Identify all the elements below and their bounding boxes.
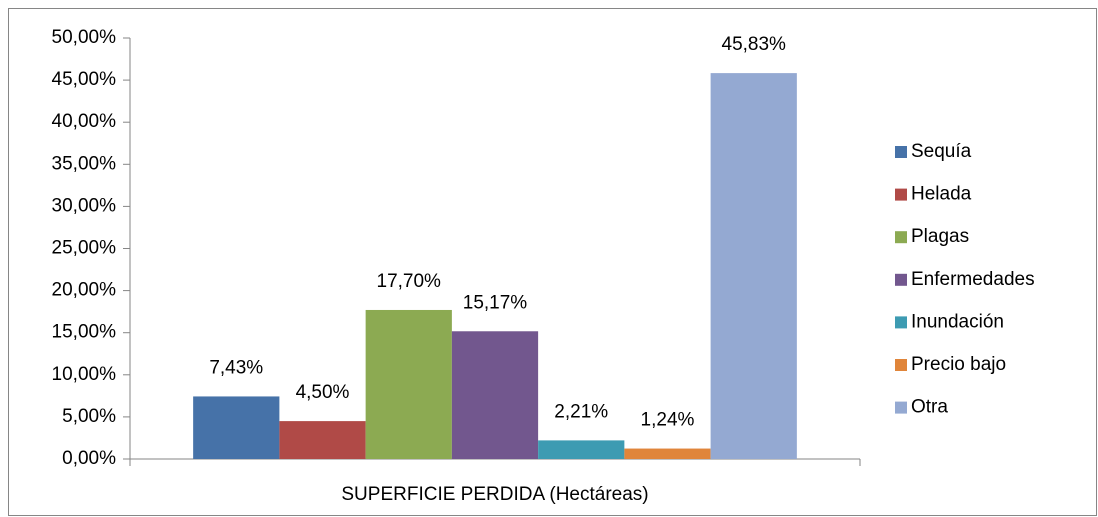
y-tick-label: 15,00% [52, 322, 117, 343]
y-tick-label: 10,00% [52, 364, 117, 385]
y-tick-label: 25,00% [52, 238, 117, 259]
legend-label: Helada [911, 184, 972, 205]
bar [451, 331, 539, 459]
y-tick-label: 30,00% [52, 195, 117, 216]
legend-label: Precio bajo [911, 354, 1006, 375]
data-label: 45,83% [722, 34, 787, 55]
legend-label: Otra [911, 397, 948, 418]
x-tick-label: SUPERFICIE PERDIDA (Hectáreas) [341, 484, 648, 505]
legend-label: Enfermedades [911, 269, 1035, 290]
legend-label: Plagas [911, 226, 969, 247]
legend-label: Sequía [911, 141, 972, 162]
chart-border [8, 8, 1097, 516]
data-label: 7,43% [209, 357, 263, 378]
y-tick-label: 35,00% [52, 153, 117, 174]
data-label: 2,21% [554, 401, 608, 422]
bar [710, 73, 797, 460]
data-label: 4,50% [296, 382, 350, 403]
bar [279, 421, 366, 459]
bar [624, 448, 711, 459]
data-label: 15,17% [463, 292, 528, 313]
y-tick-label: 0,00% [62, 448, 116, 469]
bar [538, 440, 625, 459]
bar [193, 396, 280, 459]
y-tick-label: 45,00% [52, 69, 117, 90]
legend-swatch [895, 231, 907, 244]
data-label: 17,70% [377, 271, 442, 292]
y-tick-label: 50,00% [52, 27, 117, 48]
y-tick-label: 20,00% [52, 280, 117, 301]
legend-label: Inundación [911, 311, 1004, 332]
bar [365, 309, 452, 459]
y-tick-label: 5,00% [62, 406, 116, 427]
legend-swatch [895, 316, 907, 329]
legend-swatch [895, 401, 907, 414]
legend-swatch [895, 273, 907, 286]
legend-swatch [895, 146, 907, 158]
data-label: 1,24% [641, 410, 695, 431]
y-tick-label: 40,00% [52, 111, 117, 132]
legend-swatch [895, 359, 907, 371]
legend-swatch [895, 188, 907, 201]
